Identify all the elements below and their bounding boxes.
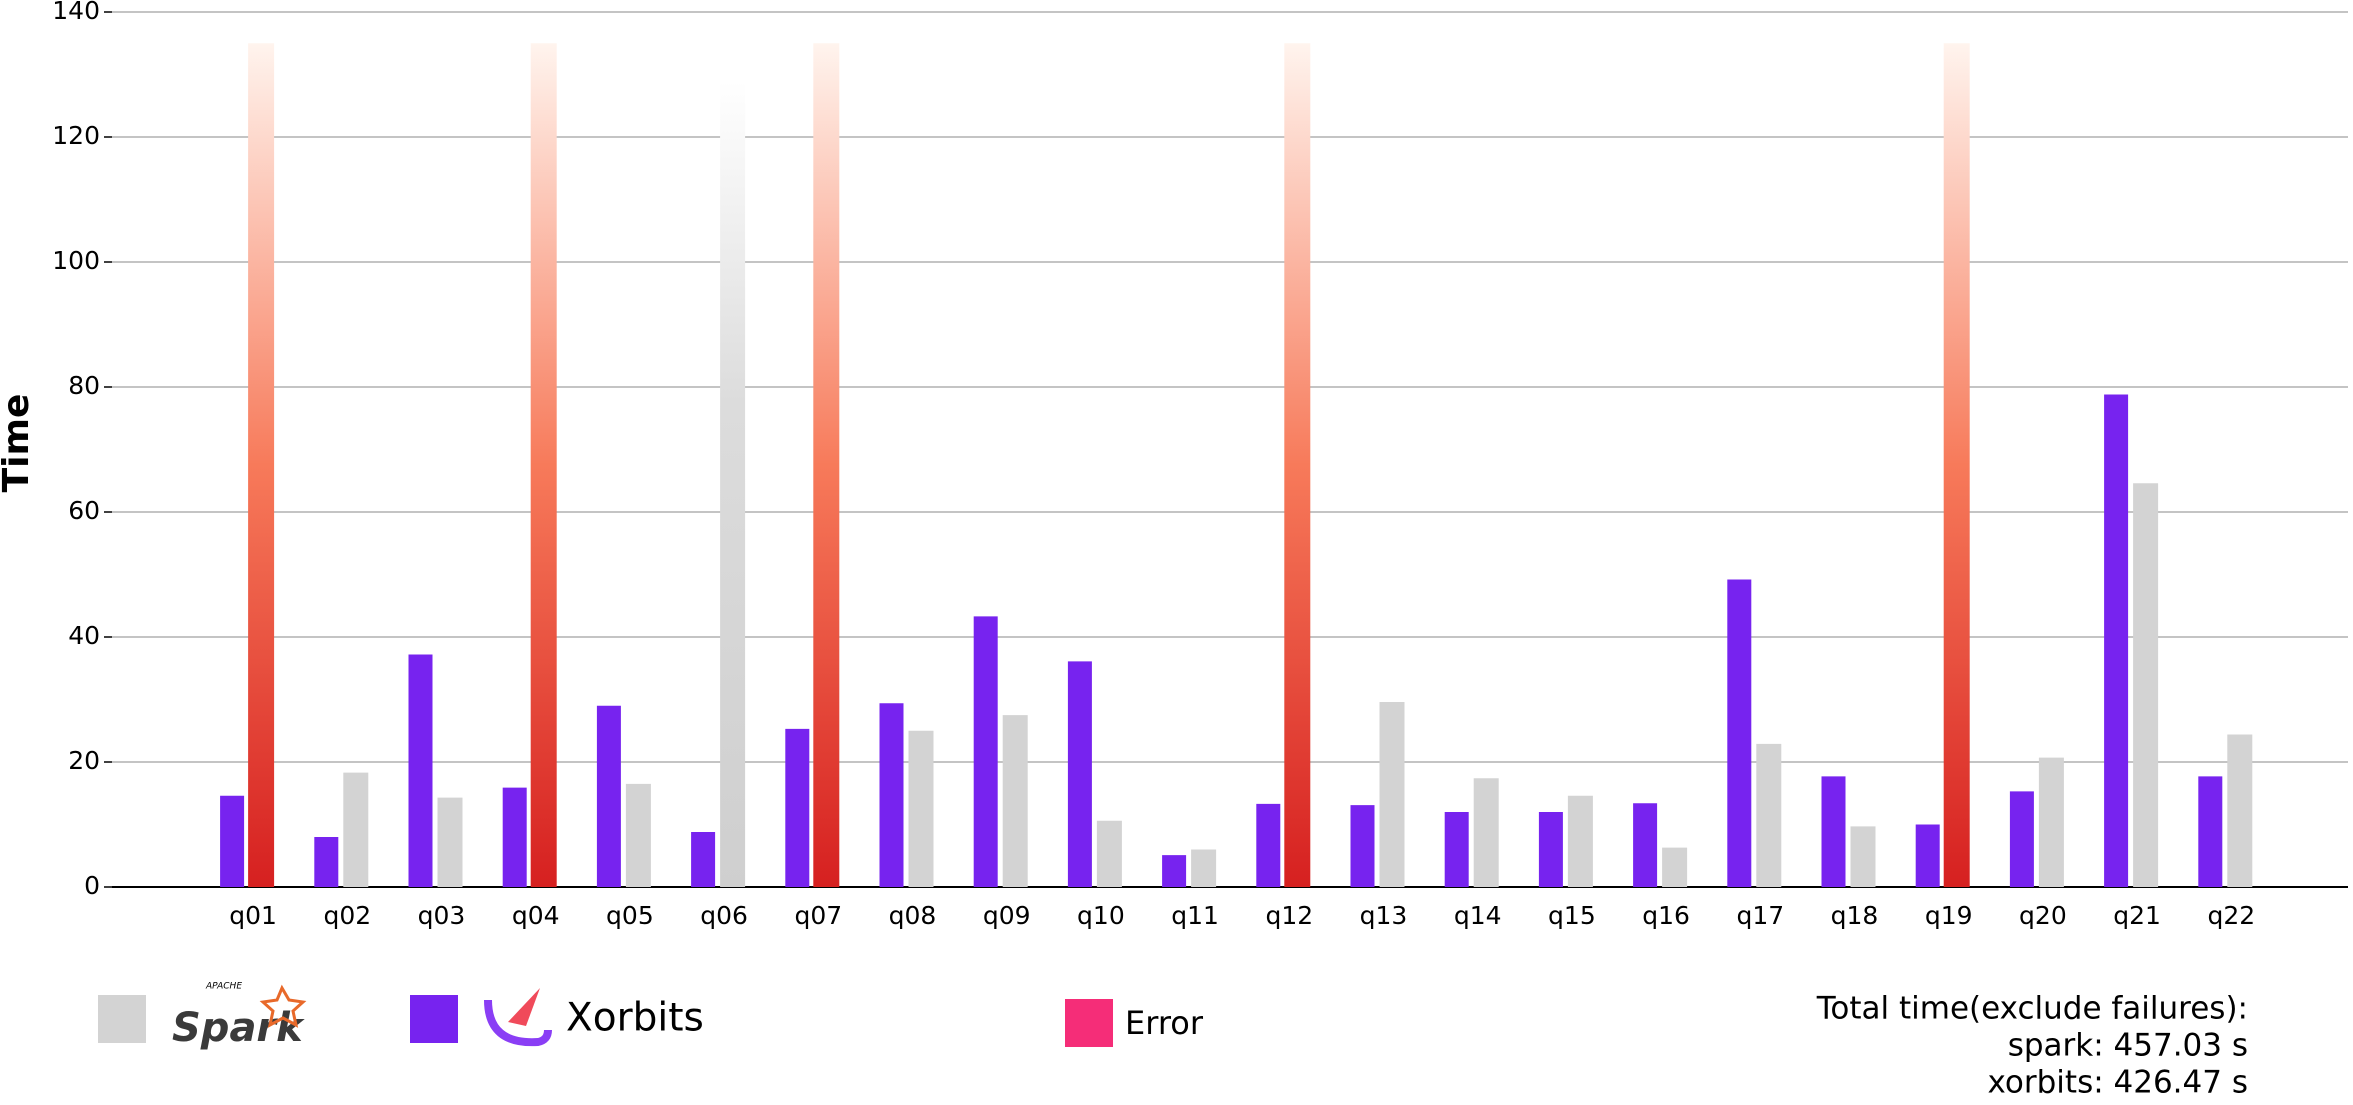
bar <box>2104 394 2129 887</box>
bar <box>879 703 904 887</box>
annotation: xorbits: 426.47 s <box>1988 1065 2248 1101</box>
x-tick-label: q19 <box>1925 901 1973 930</box>
bar <box>1067 661 1092 887</box>
bar <box>596 705 621 887</box>
legend-label: Spark <box>172 1005 305 1051</box>
bar <box>1633 803 1658 887</box>
bar <box>1727 579 1752 887</box>
logo-caption: APACHE <box>205 982 242 992</box>
bar <box>2038 757 2064 887</box>
legend-swatch <box>98 995 146 1043</box>
x-tick-label: q13 <box>1360 901 1408 930</box>
bar <box>437 797 463 887</box>
bar <box>408 654 433 887</box>
legend-label: Error <box>1125 1004 1204 1042</box>
bar <box>1473 778 1499 887</box>
bar <box>1002 715 1028 887</box>
x-tick-label: q21 <box>2113 901 2161 930</box>
y-tick-label: 20 <box>68 746 100 775</box>
bar <box>1444 812 1469 887</box>
x-tick-label: q01 <box>229 901 277 930</box>
bar <box>691 832 716 887</box>
bar <box>2227 734 2253 887</box>
bar <box>1538 812 1563 887</box>
x-tick-label: q18 <box>1831 901 1879 930</box>
x-tick-label: q08 <box>889 901 937 930</box>
x-tick-label: q07 <box>794 901 842 930</box>
x-tick-label: q09 <box>983 901 1031 930</box>
x-tick-label: q22 <box>2207 901 2255 930</box>
bar <box>1567 795 1593 887</box>
y-tick-label: 80 <box>68 371 100 400</box>
y-tick-label: 140 <box>52 0 100 25</box>
bar <box>1379 702 1405 887</box>
x-tick-label: q10 <box>1077 901 1125 930</box>
x-tick-label: q14 <box>1454 901 1502 930</box>
bar <box>2009 791 2034 887</box>
bar <box>502 787 527 887</box>
legend-swatch <box>1065 999 1113 1047</box>
y-axis-title: Time <box>0 394 37 493</box>
y-tick-label: 100 <box>52 246 100 275</box>
legend-swatch <box>410 995 458 1043</box>
bar <box>720 80 746 887</box>
bar <box>1915 824 1940 887</box>
bar <box>813 43 840 887</box>
x-tick-label: q20 <box>2019 901 2067 930</box>
y-tick-label: 120 <box>52 121 100 150</box>
bar <box>1284 43 1311 887</box>
x-tick-label: q12 <box>1265 901 1313 930</box>
bar <box>314 837 339 887</box>
x-tick-label: q05 <box>606 901 654 930</box>
bar <box>1850 826 1876 887</box>
spark-star <box>259 984 307 1028</box>
bar <box>973 616 998 887</box>
x-tick-label: q17 <box>1736 901 1784 930</box>
legend-label: Xorbits <box>566 996 704 1041</box>
annotation: spark: 457.03 s <box>2008 1028 2248 1064</box>
x-tick-label: q11 <box>1171 901 1219 930</box>
y-tick-label: 0 <box>84 871 100 900</box>
x-tick-label: q15 <box>1548 901 1596 930</box>
bar <box>1256 803 1281 887</box>
annotation: Total time(exclude failures): <box>1816 991 2248 1027</box>
bar <box>248 43 275 887</box>
x-tick-label: q02 <box>323 901 371 930</box>
bar <box>1162 855 1187 887</box>
y-tick-label: 60 <box>68 496 100 525</box>
legend: APACHE Spark Xorbits Error <box>98 982 1204 1051</box>
bar <box>2198 776 2223 887</box>
bar <box>343 772 369 887</box>
x-tick-label: q06 <box>700 901 748 930</box>
bar <box>1943 43 1970 887</box>
bar <box>1756 743 1782 887</box>
x-tick-label: q04 <box>512 901 560 930</box>
bar <box>1821 776 1846 887</box>
bar <box>785 728 810 887</box>
bar <box>1191 849 1217 887</box>
xorbits-logo <box>484 988 552 1047</box>
x-tick-label: q16 <box>1642 901 1690 930</box>
x-tick-label: q03 <box>418 901 466 930</box>
bar <box>908 730 934 887</box>
bar <box>220 795 245 887</box>
bar <box>1350 805 1375 887</box>
y-tick-label: 40 <box>68 621 100 650</box>
bar <box>1096 820 1122 887</box>
bar <box>1662 847 1688 887</box>
bar <box>625 783 651 887</box>
bar <box>530 43 557 887</box>
totals: Total time(exclude failures): spark: 457… <box>1816 991 2248 1101</box>
bar <box>2133 483 2159 887</box>
